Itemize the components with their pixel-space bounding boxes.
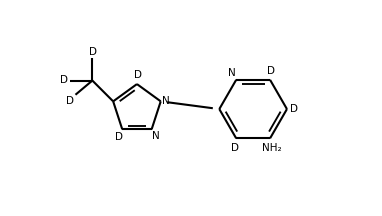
Text: NH₂: NH₂: [262, 143, 282, 153]
Text: D: D: [89, 47, 97, 57]
Text: D: D: [231, 143, 240, 153]
Text: D: D: [60, 75, 68, 85]
Text: D: D: [267, 65, 275, 76]
Text: D: D: [134, 70, 142, 80]
Text: N: N: [228, 68, 235, 78]
Text: D: D: [115, 132, 123, 142]
Text: D: D: [290, 104, 298, 114]
Text: D: D: [66, 96, 74, 106]
Text: N: N: [162, 96, 169, 106]
Text: N: N: [152, 131, 160, 141]
